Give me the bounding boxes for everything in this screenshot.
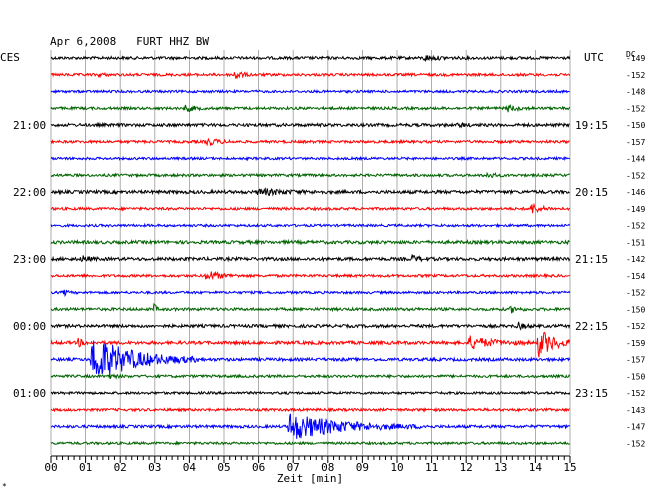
trace-row-23 xyxy=(50,440,570,447)
trace-row-9 xyxy=(50,202,571,214)
trace-row-21 xyxy=(50,406,570,413)
trace-row-16 xyxy=(50,321,571,331)
dc-offset-label: -151 xyxy=(626,238,645,247)
dc-offset-label: -148 xyxy=(626,88,645,97)
dc-offset-label: -159 xyxy=(626,339,645,348)
x-tick-label: 08 xyxy=(321,461,334,474)
dc-offset-label: -157 xyxy=(626,356,645,365)
x-tick-label: 12 xyxy=(460,461,473,474)
trace-row-3 xyxy=(50,103,571,113)
trace-row-6 xyxy=(50,155,571,162)
trace-row-4 xyxy=(50,121,570,129)
dc-offset-label: -152 xyxy=(626,222,645,231)
trace-row-18 xyxy=(50,340,571,376)
trace-row-10 xyxy=(50,222,571,229)
trace-row-11 xyxy=(50,238,570,246)
corner-mark: * xyxy=(2,482,7,491)
dc-offset-label: -152 xyxy=(626,322,645,331)
dc-offset-label: -152 xyxy=(626,104,645,113)
trace-row-19 xyxy=(50,373,571,380)
x-tick-label: 14 xyxy=(529,461,543,474)
offset-column-label: DC xyxy=(626,50,636,59)
x-tick-label: 01 xyxy=(79,461,92,474)
dc-offset-label: -143 xyxy=(626,406,645,415)
x-tick-label: 07 xyxy=(287,461,300,474)
x-tick-label: 11 xyxy=(425,461,438,474)
dc-offset-label: -147 xyxy=(626,423,645,432)
dc-offset-label: -150 xyxy=(626,121,645,130)
right-hour-label: 20:15 xyxy=(575,186,608,199)
x-axis-label: Zeit [min] xyxy=(277,472,343,485)
trace-area xyxy=(50,54,571,447)
dc-offset-label: -154 xyxy=(626,272,645,281)
x-tick-label: 15 xyxy=(563,461,576,474)
dc-offset-label: -152 xyxy=(626,389,645,398)
x-tick-label: 03 xyxy=(148,461,161,474)
right-timezone-label: UTC xyxy=(584,51,604,64)
left-hour-label: 21:00 xyxy=(13,119,46,132)
left-hour-label: 23:00 xyxy=(13,253,46,266)
dc-offset-label: -152 xyxy=(626,171,645,180)
dc-offset-label: -152 xyxy=(626,71,645,80)
trace-row-7 xyxy=(50,171,570,179)
trace-row-14 xyxy=(50,289,571,298)
left-hour-label: 01:00 xyxy=(13,387,46,400)
x-tick-label: 00 xyxy=(44,461,57,474)
x-tick-label: 04 xyxy=(183,461,197,474)
trace-row-13 xyxy=(50,270,571,281)
trace-row-5 xyxy=(50,137,570,147)
right-hour-label: 21:15 xyxy=(575,253,608,266)
dc-offset-label: -150 xyxy=(626,305,645,314)
time-axis: 00 01 02 03 04 05 06 07 08 09 10 11 12 13 14 15 xyxy=(44,455,577,474)
dc-offset-label: -149 xyxy=(626,205,645,214)
dc-offset-label: -152 xyxy=(626,439,645,448)
trace-row-12 xyxy=(51,254,571,263)
dc-offset-label: -146 xyxy=(626,188,645,197)
trace-row-15 xyxy=(50,302,571,314)
dc-offset-label: -144 xyxy=(626,155,645,164)
trace-row-2 xyxy=(50,88,570,95)
right-hour-label: 19:15 xyxy=(575,119,608,132)
trace-row-0 xyxy=(50,54,571,63)
x-tick-label: 02 xyxy=(114,461,127,474)
dc-offset-label: -152 xyxy=(626,289,645,298)
x-tick-label: 10 xyxy=(390,461,403,474)
dc-offset-label: -142 xyxy=(626,255,645,264)
right-hour-label: 23:15 xyxy=(575,387,608,400)
trace-row-1 xyxy=(50,71,571,80)
dc-offset-label: -150 xyxy=(626,372,645,381)
trace-row-20 xyxy=(50,390,571,396)
dc-offset-label: -149 xyxy=(626,54,645,63)
left-hour-label: 22:00 xyxy=(13,186,46,199)
chart-title: Apr 6,2008 FURT HHZ BW xyxy=(50,35,209,48)
trace-row-17 xyxy=(50,331,571,358)
row-labels: -149 -152 -148 -152 -150 -157 -144 -152 -146 -149… xyxy=(13,54,645,448)
x-tick-label: 09 xyxy=(356,461,369,474)
left-hour-label: 00:00 xyxy=(13,320,46,333)
x-tick-label: 13 xyxy=(494,461,507,474)
x-tick-label: 05 xyxy=(217,461,230,474)
x-tick-label: 06 xyxy=(252,461,265,474)
right-hour-label: 22:15 xyxy=(575,320,608,333)
left-timezone-label: CES xyxy=(0,51,20,64)
grid-lines xyxy=(50,50,571,455)
dc-offset-label: -157 xyxy=(626,138,645,147)
trace-row-22 xyxy=(50,413,571,439)
trace-row-8 xyxy=(51,186,570,197)
